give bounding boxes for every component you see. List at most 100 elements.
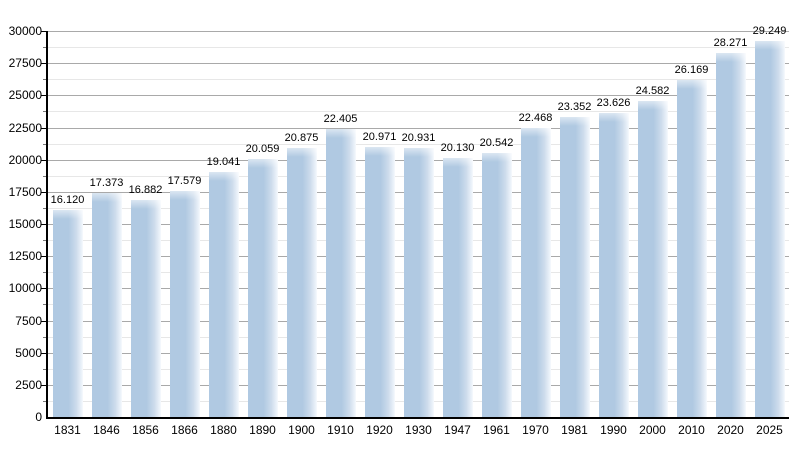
y-minor-tick <box>43 79 46 81</box>
x-axis-tick-label: 1846 <box>93 423 120 437</box>
x-axis-tick-label: 1890 <box>249 423 276 437</box>
bar <box>637 100 668 417</box>
y-axis-tick-label: 12500 <box>8 249 42 264</box>
bar <box>520 127 551 417</box>
bar-value-label: 20.971 <box>362 131 397 144</box>
x-axis-tick-label: 1856 <box>132 423 159 437</box>
y-major-tick <box>41 288 46 290</box>
minor-gridline <box>48 79 789 81</box>
x-axis-tick-label: 1981 <box>561 423 588 437</box>
bar <box>52 209 83 417</box>
bar-value-label: 28.271 <box>713 37 748 50</box>
bar <box>715 53 746 417</box>
bar-value-label: 17.579 <box>167 174 202 187</box>
minor-gridline <box>48 111 789 113</box>
y-major-tick <box>41 159 46 161</box>
y-axis-tick-label: 15000 <box>8 217 42 231</box>
minor-gridline <box>48 143 789 145</box>
minor-gridline <box>48 47 789 49</box>
y-minor-tick <box>43 111 46 113</box>
y-axis-tick-label: 2500 <box>15 377 42 392</box>
x-axis-tick-label: 1970 <box>522 423 549 437</box>
major-gridline <box>48 95 789 97</box>
bar <box>325 128 356 417</box>
y-major-tick <box>41 191 46 193</box>
bar <box>559 116 590 417</box>
x-axis-tick-label: 1930 <box>405 423 432 437</box>
bar-value-label: 17.373 <box>89 177 124 190</box>
y-major-tick <box>41 31 46 32</box>
y-axis-tick-label: 30000 <box>8 24 42 38</box>
y-axis-line <box>46 31 48 419</box>
bar-value-label: 20.931 <box>401 131 436 144</box>
bar <box>676 80 707 417</box>
x-axis-tick-label: 1910 <box>327 423 354 437</box>
y-major-tick <box>41 320 46 322</box>
bar-value-label: 16.882 <box>128 183 163 196</box>
y-axis-tick-label: 10000 <box>8 281 42 296</box>
bar-value-label: 16.120 <box>50 193 85 206</box>
y-major-tick <box>41 224 46 225</box>
bar-value-label: 29.249 <box>752 24 787 37</box>
y-minor-tick <box>43 207 46 209</box>
bar-value-label: 22.405 <box>323 112 358 125</box>
x-axis-tick-label: 1831 <box>54 423 81 437</box>
y-axis-tick-label: 20000 <box>8 152 42 167</box>
bar <box>364 147 395 417</box>
x-axis-tick-label: 2020 <box>717 423 744 437</box>
y-minor-tick <box>43 336 46 338</box>
bar <box>169 190 200 417</box>
major-gridline <box>48 63 789 65</box>
y-axis-tick-label: 7500 <box>15 313 42 328</box>
bar <box>481 152 512 417</box>
bar-value-label: 22.468 <box>518 111 553 124</box>
major-gridline <box>48 31 789 32</box>
y-minor-tick <box>43 143 46 145</box>
y-minor-tick <box>43 304 46 306</box>
y-minor-tick <box>43 240 46 242</box>
bar-value-label: 26.169 <box>674 64 709 77</box>
bar <box>208 172 239 417</box>
bar-value-label: 20.059 <box>245 142 280 155</box>
x-axis-tick-label: 2000 <box>639 423 666 437</box>
x-axis-tick-label: 1900 <box>288 423 315 437</box>
x-axis-line <box>46 417 789 419</box>
bar-value-label: 20.875 <box>284 132 319 145</box>
y-axis-tick-label: 22500 <box>8 120 42 135</box>
plot-area <box>48 31 789 417</box>
bar <box>403 147 434 417</box>
x-axis-tick-label: 1990 <box>600 423 627 437</box>
x-axis-tick-label: 1880 <box>210 423 237 437</box>
y-axis-tick-label: 17500 <box>8 184 42 199</box>
x-axis-tick-label: 1961 <box>483 423 510 437</box>
y-major-tick <box>41 127 46 129</box>
bar-value-label: 23.626 <box>596 97 631 109</box>
bar-value-label: 20.542 <box>479 136 514 149</box>
bar <box>442 157 473 417</box>
x-axis-tick-label: 1866 <box>171 423 198 437</box>
y-minor-tick <box>43 368 46 370</box>
y-axis-tick-label: 27500 <box>8 56 42 71</box>
y-major-tick <box>41 352 46 354</box>
bar-value-label: 23.352 <box>557 100 592 113</box>
bar <box>91 193 122 417</box>
bar <box>754 40 785 417</box>
major-gridline <box>48 127 789 129</box>
bar <box>598 113 629 417</box>
y-minor-tick <box>43 175 46 177</box>
y-minor-tick <box>43 272 46 274</box>
bar-value-label: 19.041 <box>206 156 241 168</box>
bar <box>247 158 278 417</box>
x-axis-tick-label: 1947 <box>444 423 471 437</box>
x-axis-tick-label: 2025 <box>756 423 783 437</box>
y-major-tick <box>41 384 46 386</box>
y-axis-tick-label: 5000 <box>15 345 42 360</box>
bar <box>130 199 161 417</box>
y-axis-tick-label: 25000 <box>8 88 42 103</box>
bar-value-label: 20.130 <box>440 141 475 154</box>
x-axis-tick-label: 1920 <box>366 423 393 437</box>
y-major-tick <box>41 95 46 97</box>
y-axis-tick-label: 0 <box>35 410 42 424</box>
y-major-tick <box>41 256 46 258</box>
